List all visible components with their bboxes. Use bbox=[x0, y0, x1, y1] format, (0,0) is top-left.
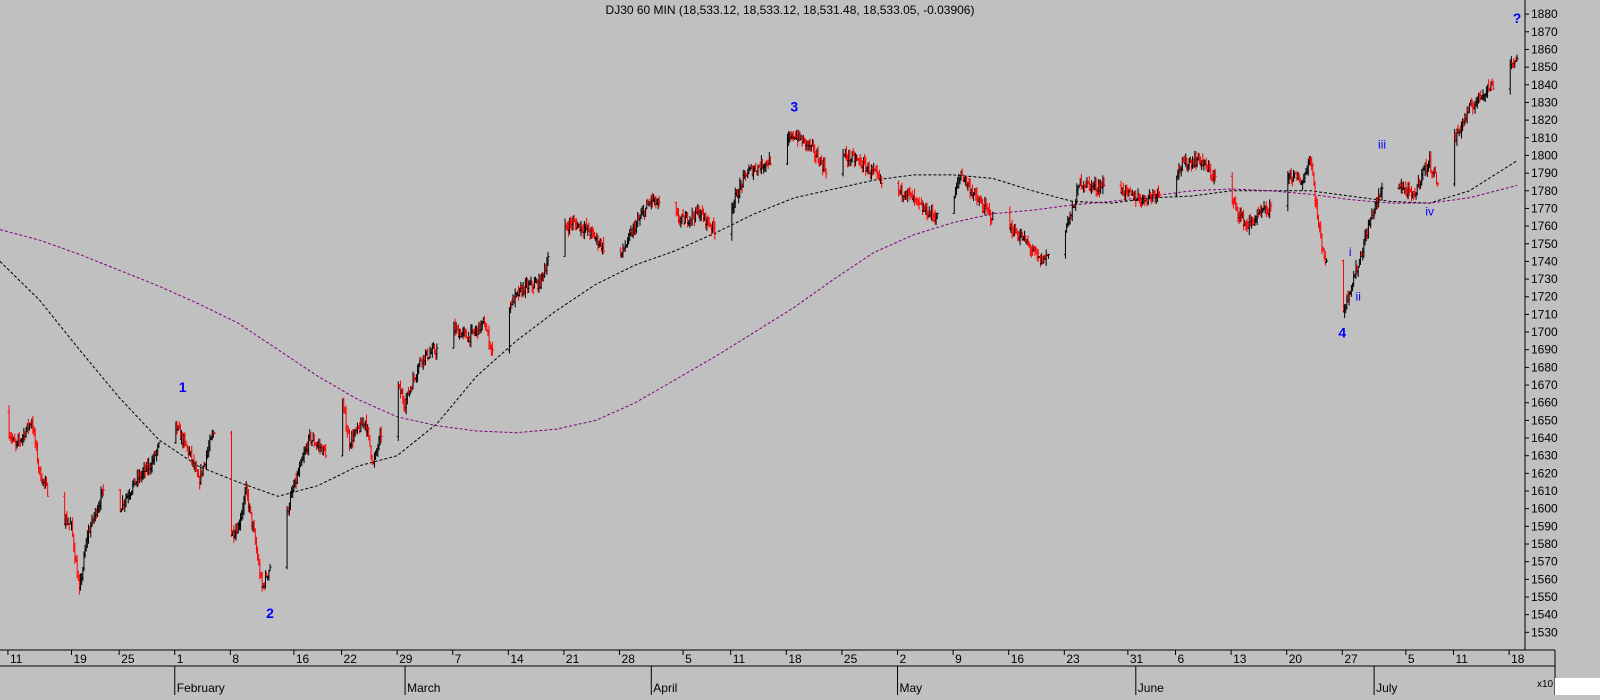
x-tick-label: 11 bbox=[1456, 652, 1469, 666]
y-tick-label: 1570 bbox=[1531, 555, 1558, 569]
y-tick-label: 1560 bbox=[1531, 572, 1558, 586]
y-tick-label: 1810 bbox=[1531, 131, 1558, 145]
y-tick-label: 1830 bbox=[1531, 95, 1558, 109]
x-tick-label: 13 bbox=[1233, 652, 1247, 666]
wave-label: iii bbox=[1378, 137, 1386, 151]
wave-label: 1 bbox=[179, 379, 187, 395]
x-tick-label: 20 bbox=[1289, 652, 1303, 666]
wave-label: i bbox=[1349, 245, 1352, 259]
y-tick-label: 1790 bbox=[1531, 166, 1558, 180]
y-tick-label: 1680 bbox=[1531, 360, 1558, 374]
month-label: May bbox=[900, 681, 923, 695]
chart-title: DJ30 60 MIN (18,533.12, 18,533.12, 18,53… bbox=[606, 3, 975, 17]
month-label: February bbox=[177, 681, 225, 695]
month-label: April bbox=[653, 681, 677, 695]
corner-blank bbox=[1555, 678, 1600, 695]
y-tick-label: 1670 bbox=[1531, 378, 1558, 392]
x-tick-label: 27 bbox=[1344, 652, 1358, 666]
x-tick-label: 2 bbox=[900, 652, 907, 666]
y-tick-label: 1730 bbox=[1531, 272, 1558, 286]
month-label: June bbox=[1138, 681, 1164, 695]
x-tick-label: 23 bbox=[1066, 652, 1080, 666]
x-tick-label: 11 bbox=[10, 652, 23, 666]
y-tick-label: 1660 bbox=[1531, 396, 1558, 410]
y-tick-label: 1770 bbox=[1531, 201, 1558, 215]
x-tick-label: 5 bbox=[1408, 652, 1415, 666]
y-tick-label: 1630 bbox=[1531, 449, 1558, 463]
wave-label: ? bbox=[1513, 10, 1522, 26]
wave-label: 3 bbox=[790, 98, 798, 114]
y-tick-label: 1750 bbox=[1531, 237, 1558, 251]
month-label: July bbox=[1376, 681, 1397, 695]
x-tick-label: 9 bbox=[955, 652, 962, 666]
x-tick-label: 22 bbox=[344, 652, 358, 666]
x-tick-label: 5 bbox=[685, 652, 692, 666]
y-tick-label: 1540 bbox=[1531, 608, 1558, 622]
y-tick-label: 1600 bbox=[1531, 502, 1558, 516]
y-tick-label: 1610 bbox=[1531, 484, 1558, 498]
y-tick-label: 1860 bbox=[1531, 42, 1558, 56]
x-tick-label: 18 bbox=[1511, 652, 1525, 666]
x-tick-label: 18 bbox=[788, 652, 802, 666]
x-tick-label: 21 bbox=[566, 652, 580, 666]
x-tick-label: 19 bbox=[73, 652, 87, 666]
month-label: March bbox=[407, 681, 440, 695]
y-tick-label: 1620 bbox=[1531, 466, 1558, 480]
x-tick-label: 1 bbox=[177, 652, 184, 666]
x-tick-label: 29 bbox=[399, 652, 413, 666]
y-tick-label: 1690 bbox=[1531, 343, 1558, 357]
y-tick-label: 1880 bbox=[1531, 7, 1558, 21]
y-tick-label: 1850 bbox=[1531, 60, 1558, 74]
y-tick-label: 1740 bbox=[1531, 254, 1558, 268]
x-tick-label: 8 bbox=[232, 652, 239, 666]
x-tick-label: 16 bbox=[1011, 652, 1025, 666]
x-tick-label: 14 bbox=[510, 652, 524, 666]
x-tick-label: 11 bbox=[733, 652, 746, 666]
y-scale-multiplier: x10 bbox=[1537, 679, 1554, 690]
y-tick-label: 1780 bbox=[1531, 184, 1558, 198]
y-tick-label: 1800 bbox=[1531, 148, 1558, 162]
y-tick-label: 1820 bbox=[1531, 113, 1558, 127]
wave-label: ii bbox=[1356, 289, 1361, 303]
x-tick-label: 6 bbox=[1178, 652, 1185, 666]
y-tick-label: 1550 bbox=[1531, 590, 1558, 604]
x-tick-label: 31 bbox=[1130, 652, 1144, 666]
x-tick-label: 25 bbox=[844, 652, 858, 666]
x-tick-label: 16 bbox=[296, 652, 310, 666]
y-tick-label: 1650 bbox=[1531, 413, 1558, 427]
y-tick-label: 1580 bbox=[1531, 537, 1558, 551]
y-tick-label: 1760 bbox=[1531, 219, 1558, 233]
x-tick-label: 7 bbox=[455, 652, 462, 666]
x-tick-label: 28 bbox=[622, 652, 636, 666]
y-tick-label: 1640 bbox=[1531, 431, 1558, 445]
y-tick-label: 1870 bbox=[1531, 25, 1558, 39]
wave-label: 2 bbox=[266, 605, 274, 621]
y-tick-label: 1840 bbox=[1531, 78, 1558, 92]
wave-label: iv bbox=[1425, 204, 1434, 218]
y-tick-label: 1590 bbox=[1531, 519, 1558, 533]
x-tick-label: 25 bbox=[121, 652, 135, 666]
y-tick-label: 1710 bbox=[1531, 307, 1558, 321]
y-tick-label: 1700 bbox=[1531, 325, 1558, 339]
wave-label: 4 bbox=[1338, 324, 1346, 340]
y-tick-label: 1720 bbox=[1531, 290, 1558, 304]
y-tick-label: 1530 bbox=[1531, 625, 1558, 639]
